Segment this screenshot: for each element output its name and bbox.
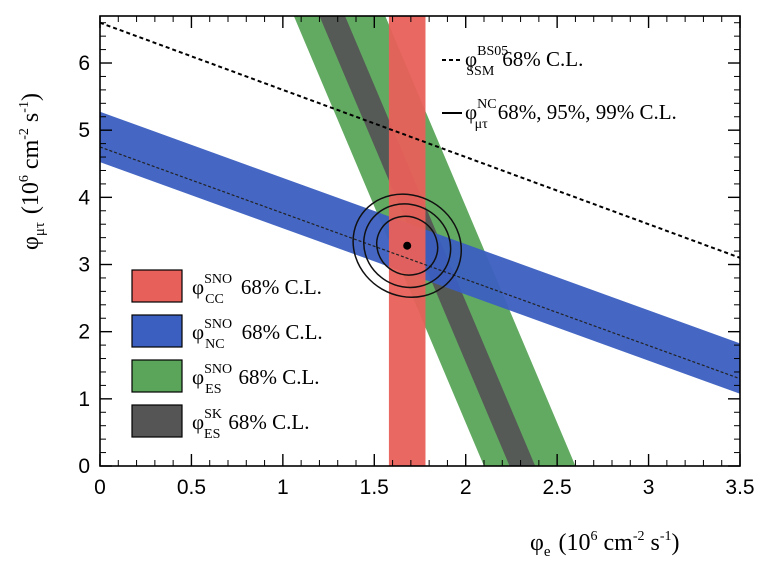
legend-ssm-text: φBS05 SSM68% C.L. — [465, 44, 583, 79]
x-axis: 0 0.5 1 1.5 2 2.5 3 3.5 — [94, 16, 755, 499]
contours-layer — [352, 193, 463, 298]
x-tick-label: 3 — [643, 476, 655, 499]
legend-swatch-es — [131, 359, 183, 393]
y-axis-title: φμτ(106 cm-2 s-1) — [17, 93, 48, 250]
y-tick-label: 4 — [78, 186, 90, 209]
legend-swatch-sk — [131, 404, 183, 438]
x-tick-label: 3.5 — [725, 476, 754, 499]
legend-swatch-nc — [131, 314, 183, 348]
y-tick-label: 5 — [78, 119, 90, 142]
lines-layer — [100, 21, 740, 380]
legend-label-nc: φSNO NC68% C.L. — [192, 317, 323, 352]
x-tick-label: 1 — [277, 476, 289, 499]
x-axis-title: φe (106 cm-2 s-1) — [530, 529, 680, 560]
line-legend: φBS05 SSM68% C.L. φNC μτ68%, 95%, 99% C.L. — [442, 44, 677, 132]
y-tick-label: 1 — [78, 388, 90, 411]
y-axis: 0 1 2 3 4 5 6 — [78, 22, 740, 478]
x-tick-label: 1.5 — [360, 476, 389, 499]
legend-label-sk: φSK ES68% C.L. — [192, 407, 309, 442]
x-tick-label: 0.5 — [177, 476, 206, 499]
legend-swatch-cc — [131, 269, 183, 303]
y-tick-label: 6 — [78, 52, 90, 75]
x-tick-label: 0 — [94, 476, 106, 499]
best-fit-point — [403, 241, 412, 250]
band-legend: φSNO CC68% C.L. φSNO NC68% C.L. φSNO ES68% C.… — [131, 269, 323, 442]
bands-layer — [100, 16, 740, 466]
plot-frame — [99, 15, 741, 467]
ssm-line — [100, 21, 740, 259]
x-tick-label: 2.5 — [543, 476, 572, 499]
legend-nc-text: φNC μτ68%, 95%, 99% C.L. — [465, 97, 677, 132]
contour-1 — [376, 215, 439, 276]
y-tick-label: 3 — [78, 254, 90, 277]
x-tick-label: 2 — [460, 476, 472, 499]
band-cc — [388, 16, 426, 466]
contour-3 — [352, 193, 463, 298]
y-tick-label: 0 — [78, 455, 90, 478]
legend-label-es: φSNO ES68% C.L. — [192, 362, 320, 397]
contour-2 — [363, 203, 452, 289]
legend-label-cc: φSNO CC68% C.L. — [192, 272, 322, 307]
nc-center-line — [100, 146, 740, 380]
y-tick-label: 2 — [78, 321, 90, 344]
